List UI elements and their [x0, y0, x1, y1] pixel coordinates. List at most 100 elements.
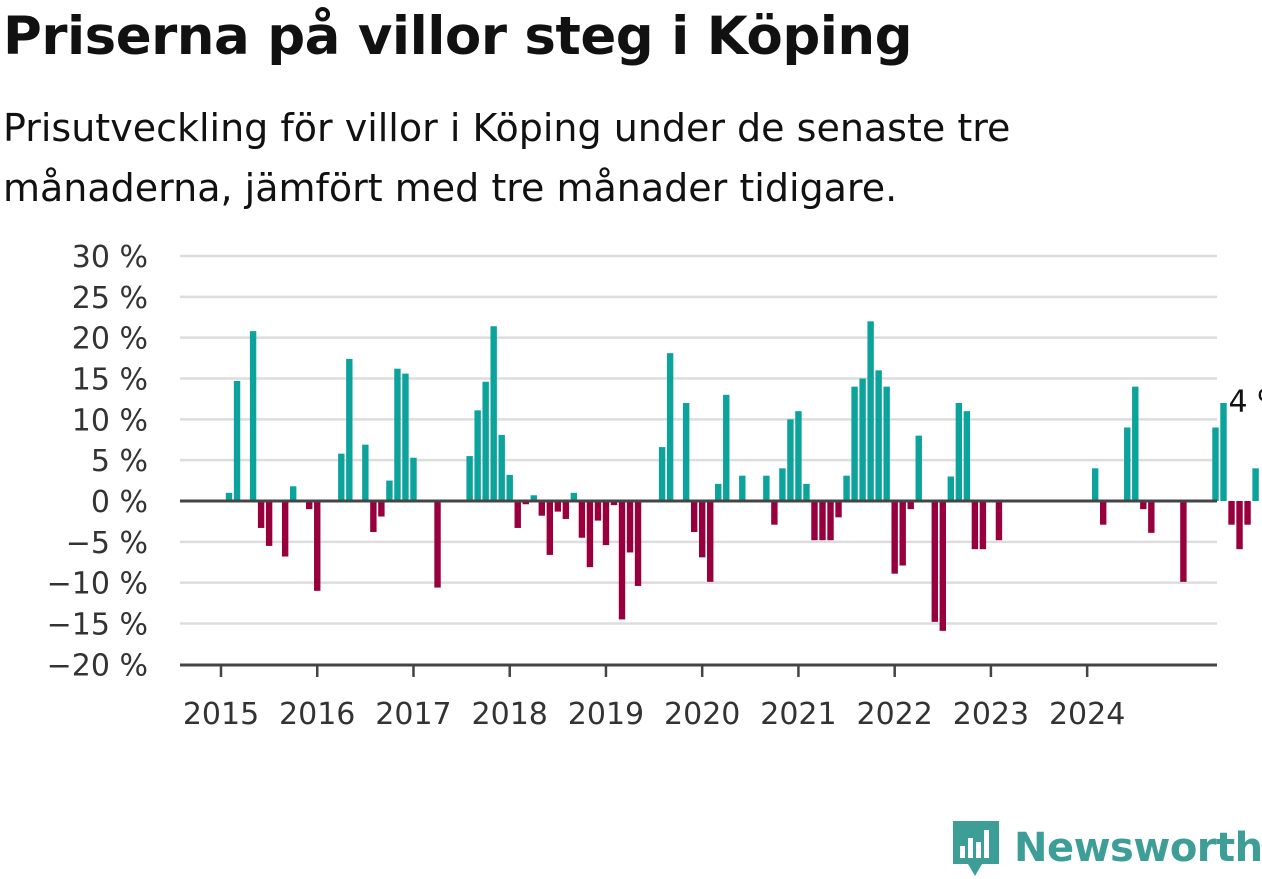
y-tick-label: 20 %	[72, 322, 148, 357]
bar	[827, 501, 834, 541]
bar	[306, 501, 313, 510]
x-tick-label: 2022	[857, 697, 933, 732]
bar	[658, 447, 666, 501]
bar	[394, 368, 401, 501]
bar	[562, 501, 570, 519]
x-axis-ticks: 2015 2016 2017 2018 2019 2020 2021 2022 2023 2024	[183, 665, 1125, 732]
bar	[795, 411, 802, 501]
bar	[634, 501, 642, 586]
bar	[346, 358, 353, 501]
bar	[1252, 468, 1259, 501]
bar	[402, 373, 409, 501]
bar	[979, 501, 987, 550]
y-tick-label: −15 %	[47, 608, 148, 643]
x-tick-label: 2018	[472, 697, 548, 732]
bar	[498, 434, 505, 501]
bar	[859, 378, 866, 501]
bar	[939, 501, 946, 631]
x-tick-label: 2021	[760, 697, 836, 732]
bar	[466, 456, 473, 501]
bar	[289, 486, 297, 501]
bar	[682, 403, 690, 501]
bar	[1148, 501, 1155, 533]
bar	[867, 321, 874, 501]
bar	[779, 468, 786, 501]
bar	[835, 501, 842, 518]
bar	[1100, 501, 1107, 525]
bar	[1236, 501, 1243, 550]
bar	[875, 370, 882, 501]
bar	[1180, 501, 1187, 582]
bar	[370, 501, 377, 533]
bar	[723, 394, 730, 501]
bar	[530, 495, 537, 501]
y-tick-label: 30 %	[72, 240, 148, 275]
bar	[586, 501, 594, 568]
x-tick-label: 2017	[375, 697, 451, 732]
bar	[410, 457, 417, 501]
bar	[338, 453, 345, 501]
bar	[883, 386, 890, 501]
bar	[947, 476, 955, 501]
bar	[1228, 501, 1235, 525]
bar	[265, 501, 273, 546]
y-tick-label: 0 %	[91, 485, 148, 520]
bar	[707, 501, 714, 582]
y-tick-label: −5 %	[66, 526, 148, 561]
x-tick-label: 2023	[953, 697, 1029, 732]
y-axis-ticks: 30 % 25 % 20 % 15 % 10 % 5 % 0 % −5 % −10 % −15 %…	[47, 240, 148, 683]
bar	[522, 501, 529, 505]
bar	[931, 501, 938, 622]
x-tick-label: 2016	[279, 697, 355, 732]
y-tick-label: −20 %	[47, 648, 148, 683]
bar	[891, 501, 898, 574]
chart-title: Priserna på villor steg i Köping	[3, 6, 913, 67]
bar	[626, 501, 634, 553]
bar	[594, 501, 602, 521]
bar	[915, 435, 922, 501]
bar	[771, 501, 778, 525]
bar	[386, 480, 393, 501]
bar	[257, 501, 265, 528]
y-tick-label: 15 %	[72, 363, 148, 398]
newsworthy-logo: Newsworthy	[950, 818, 1262, 878]
bar	[225, 492, 233, 501]
bar	[666, 353, 674, 501]
bar	[378, 501, 385, 517]
bars	[225, 321, 1259, 631]
bar	[602, 501, 610, 546]
bar	[699, 501, 706, 558]
bar-chart-speech-bubble-icon	[953, 821, 999, 876]
bar	[819, 501, 826, 541]
bar	[971, 501, 979, 550]
bar	[610, 501, 618, 506]
bar	[1220, 403, 1227, 501]
y-tick-label: 10 %	[72, 403, 148, 438]
bar	[899, 501, 906, 566]
y-tick-label: −10 %	[47, 567, 148, 602]
bar	[514, 501, 521, 528]
bar	[554, 501, 562, 512]
y-tick-label: 25 %	[72, 281, 148, 316]
bar	[233, 380, 241, 501]
bar	[578, 501, 586, 538]
bar	[787, 419, 794, 501]
gridlines	[180, 254, 1217, 625]
bar	[1212, 427, 1219, 501]
bar	[506, 474, 513, 501]
bar	[907, 501, 914, 510]
bar	[538, 501, 545, 516]
bar	[281, 501, 289, 557]
bar	[474, 410, 481, 501]
bar	[1091, 468, 1099, 501]
chart-subtitle: Prisutveckling för villor i Köping under…	[3, 106, 1011, 210]
bar	[434, 501, 441, 588]
bar	[1132, 386, 1139, 501]
bar	[851, 386, 858, 501]
annotation: 4 %	[1225, 381, 1262, 422]
bar	[715, 483, 722, 501]
bar	[314, 501, 321, 591]
bar	[1244, 501, 1251, 525]
bar	[618, 501, 626, 620]
